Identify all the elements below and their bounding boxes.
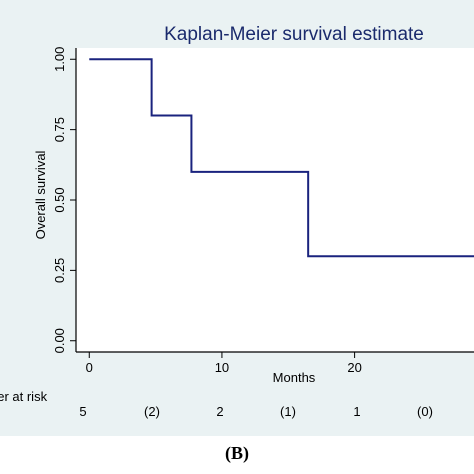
- risk-table-value: 2: [216, 404, 223, 419]
- series-marks: [89, 58, 474, 258]
- x-axis-label: Months: [273, 370, 316, 385]
- figure-caption: (B): [225, 443, 249, 463]
- y-tick-label: 0.75: [52, 117, 67, 142]
- axes: 0.00 0.25 0.50 0.75 1.00 0 10 20: [52, 47, 474, 375]
- risk-table-value: 1: [353, 404, 360, 419]
- risk-table-value: (2): [144, 404, 160, 419]
- survival-step-line: [89, 58, 474, 258]
- y-tick-label: 0.25: [52, 258, 67, 283]
- km-chart: Kaplan-Meier survival estimate Overall s…: [0, 24, 474, 419]
- y-tick-label: 0.00: [52, 328, 67, 353]
- x-tick-label: 10: [215, 360, 229, 375]
- plot-frame: Kaplan-Meier survival estimate Overall s…: [0, 0, 474, 436]
- plot-area: [76, 48, 474, 352]
- risk-table-label: ber at risk: [0, 389, 48, 404]
- x-tick-label: 20: [347, 360, 361, 375]
- risk-table: 5 (2) 2 (1) 1 (0): [79, 404, 433, 419]
- x-tick-label: 0: [86, 360, 93, 375]
- y-tick-label: 1.00: [52, 47, 67, 72]
- risk-table-value: 5: [79, 404, 86, 419]
- risk-table-value: (0): [417, 404, 433, 419]
- y-axis-label: Overall survival: [33, 150, 48, 239]
- risk-table-value: (1): [280, 404, 296, 419]
- chart-title: Kaplan-Meier survival estimate: [164, 24, 424, 45]
- y-tick-label: 0.50: [52, 187, 67, 212]
